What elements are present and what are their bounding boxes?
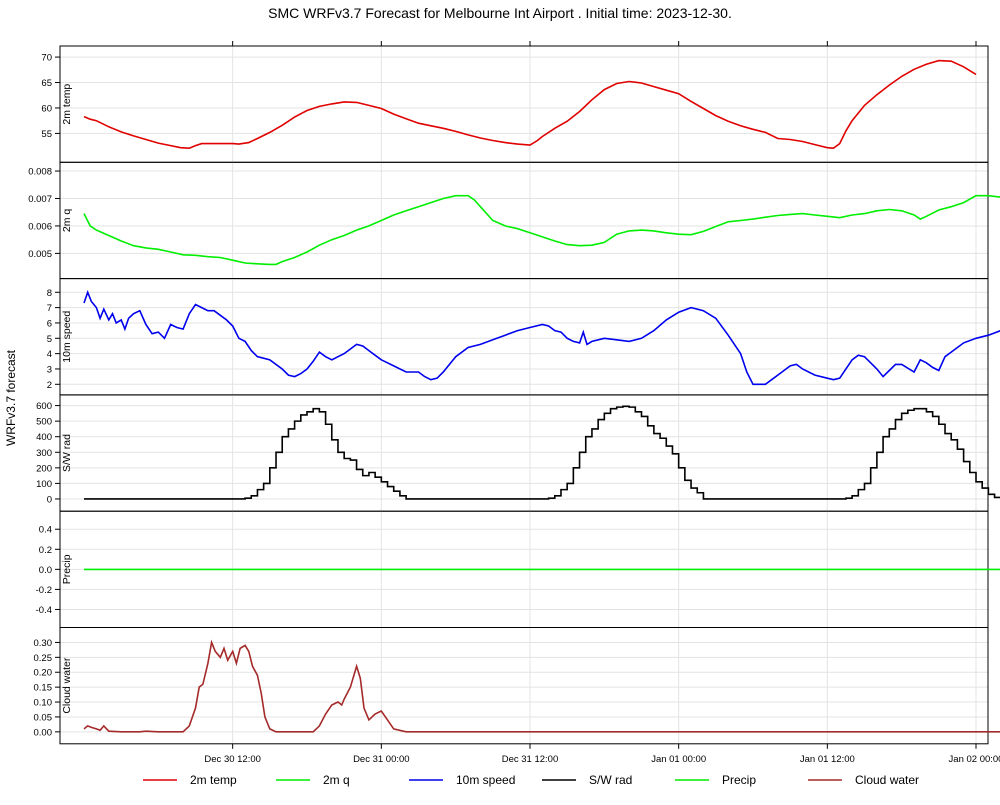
y-tick-label: 0.2: [39, 545, 52, 556]
y-axis-title: WRFv3.7 forecast: [4, 349, 18, 446]
y-tick-label: 0.007: [28, 194, 52, 205]
y-tick-label: 200: [36, 463, 52, 474]
y-tick-label: 2: [47, 380, 52, 391]
y-tick-label: -0.4: [36, 605, 52, 616]
legend-label: Cloud water: [855, 773, 919, 787]
y-tick-label: 300: [36, 448, 52, 459]
x-tick-label: Dec 31 00:00: [353, 754, 410, 765]
legend-label: Precip: [722, 773, 756, 787]
y-tick-label: 3: [47, 364, 52, 375]
y-tick-label: 65: [41, 78, 52, 89]
legend-item: Cloud water: [808, 773, 919, 787]
panel-frame: [60, 395, 988, 511]
y-tick-label: 400: [36, 432, 52, 443]
legend-item: 2m q: [276, 773, 350, 787]
x-axis: Dec 30 12:00 Dec 31 00:00 Dec 31 12:00 Jan …: [204, 41, 1000, 765]
x-tick-label: Jan 01 12:00: [800, 754, 855, 765]
y-tick-label: 0.10: [34, 698, 53, 709]
y-tick-label: 0.15: [34, 683, 53, 694]
panel-label-precip: Precip: [61, 554, 73, 584]
series-line-q: [84, 177, 1000, 264]
panel-label-temp: 2m temp: [61, 84, 73, 125]
legend: 2m temp 2m q 10m speed S/W rad Precip Cloud w…: [143, 773, 919, 787]
panel-cloud: 0.00 0.05 0.10 0.15 0.20 0.25 0.30 Cloud water: [34, 628, 1000, 744]
y-tick-label: 0.008: [28, 167, 52, 178]
legend-label: S/W rad: [589, 773, 632, 787]
x-tick-label: Jan 02 00:00: [949, 754, 1000, 765]
y-tick-label: 500: [36, 417, 52, 428]
legend-label: 10m speed: [456, 773, 515, 787]
panel-label-sw: S/W rad: [61, 434, 73, 472]
x-tick-label: Jan 01 00:00: [651, 754, 706, 765]
y-tick-label: 0.006: [28, 221, 52, 232]
y-tick-label: 60: [41, 103, 52, 114]
y-tick-label: 6: [47, 318, 52, 329]
legend-item: 2m temp: [143, 773, 237, 787]
y-tick-label: 0.20: [34, 668, 53, 679]
panel-wind: 2 3 4 5 6 7 8 10m speed: [47, 279, 1000, 395]
legend-label: 2m temp: [190, 773, 237, 787]
y-tick-label: 55: [41, 129, 52, 140]
y-tick-label: 5: [47, 334, 52, 345]
y-tick-label: 0.30: [34, 638, 53, 649]
panel-frame: [60, 628, 988, 744]
y-tick-label: 100: [36, 479, 52, 490]
y-tick-label: 600: [36, 401, 52, 412]
y-tick-label: 0.25: [34, 653, 53, 664]
panel-label-q: 2m q: [61, 209, 73, 233]
y-tick-label: 7: [47, 303, 52, 314]
y-tick-label: 0.4: [39, 525, 52, 536]
x-tick-label: Dec 31 12:00: [502, 754, 559, 765]
panel-temp: 55 60 65 70 2m temp: [41, 46, 988, 162]
y-tick-label: 4: [47, 349, 52, 360]
panel-frame: [60, 279, 988, 395]
y-tick-label: 0.05: [34, 712, 53, 723]
chart-title: SMC WRFv3.7 Forecast for Melbourne Int A…: [268, 5, 732, 21]
legend-label: 2m q: [323, 773, 350, 787]
y-tick-label: 8: [47, 288, 52, 299]
y-tick-label: 0.005: [28, 249, 52, 260]
panel-precip: -0.4 -0.2 0.0 0.2 0.4 Precip: [36, 511, 1000, 627]
y-tick-label: 0.0: [39, 565, 52, 576]
y-tick-label: 0.00: [34, 727, 53, 738]
y-tick-label: -0.2: [36, 585, 52, 596]
x-tick-label: Dec 30 12:00: [204, 754, 261, 765]
panel-sw: 0 100 200 300 400 500 600 S/W rad: [36, 395, 1000, 511]
y-tick-label: 0: [47, 494, 52, 505]
panel-frame: [60, 162, 988, 278]
panel-label-cloud: Cloud water: [61, 657, 73, 714]
legend-item: 10m speed: [409, 773, 515, 787]
legend-item: Precip: [675, 773, 756, 787]
y-tick-label: 70: [41, 53, 52, 64]
panel-label-wind: 10m speed: [61, 311, 73, 363]
legend-item: S/W rad: [542, 773, 632, 787]
panel-q: 0.005 0.006 0.007 0.008 2m q: [28, 162, 1000, 278]
